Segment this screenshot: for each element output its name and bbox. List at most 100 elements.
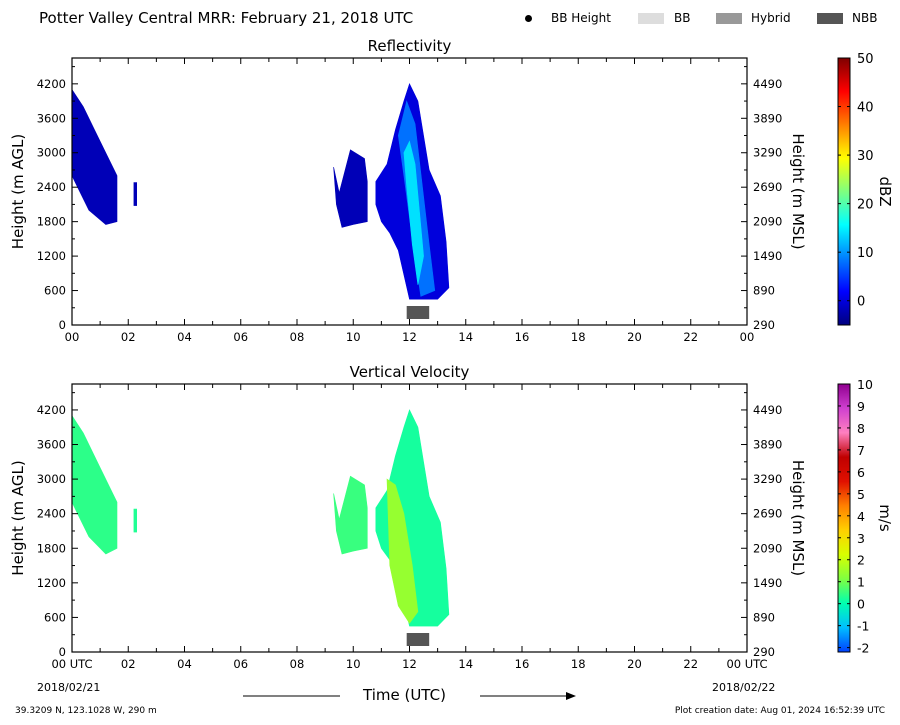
colorbar-tick-label: 2: [857, 553, 865, 568]
x-tick-label: 00: [65, 330, 80, 344]
x-tick-label: 22: [683, 330, 698, 344]
y-axis-label: Height (m AGL): [9, 460, 27, 575]
x-tick-label: 14: [458, 330, 473, 344]
x-tick-label: 02: [121, 657, 136, 671]
colorbar-tick-label: 10: [857, 246, 874, 261]
y-tick-label-right: 4490: [753, 403, 782, 417]
y-tick-label: 4200: [37, 77, 66, 91]
y-tick-label-right: 2090: [753, 541, 782, 555]
y-tick-label: 1800: [37, 541, 66, 555]
x-tick-label: 18: [571, 657, 586, 671]
x-tick-label: 12: [402, 657, 417, 671]
colorbar: [837, 383, 851, 653]
legend-bb-height-marker: [525, 15, 532, 22]
y-tick-label: 4200: [37, 403, 66, 417]
x-tick-label: 16: [515, 657, 530, 671]
legend-bb-height-label: BB Height: [551, 11, 611, 25]
y-tick-label-right: 2690: [753, 180, 782, 194]
y-tick-label-right: 3290: [753, 472, 782, 486]
colorbar-tick-label: 9: [857, 399, 865, 414]
x-tick-label: 10: [346, 330, 361, 344]
y-tick-label: 3600: [37, 438, 66, 452]
time-axis-label: Time (UTC): [363, 686, 446, 704]
legend-hybrid-label: Hybrid: [751, 11, 791, 25]
echo-region: [133, 182, 137, 206]
y-tick-label: 3000: [37, 472, 66, 486]
bright-band-nbb-marker: [406, 306, 430, 319]
y-axis-label-right: Height (m MSL): [789, 460, 807, 576]
x-tick-label: 22: [683, 657, 698, 671]
colorbar-tick-label: 8: [857, 421, 865, 436]
y-axis-label-right: Height (m MSL): [789, 133, 807, 249]
echo-region: [133, 508, 137, 533]
x-tick-label: 20: [627, 330, 642, 344]
colorbar-tick-label: 0: [857, 295, 865, 310]
y-tick-label: 2400: [37, 180, 66, 194]
y-tick-label-right: 4490: [753, 77, 782, 91]
y-tick-label-right: 2090: [753, 215, 782, 229]
page-title: Potter Valley Central MRR: February 21, …: [39, 9, 414, 27]
y-tick-label-right: 890: [753, 284, 775, 298]
y-tick-label: 1200: [37, 249, 66, 263]
colorbar-tick-label: 30: [857, 149, 874, 164]
y-tick-label: 600: [44, 284, 66, 298]
x-tick-label: 04: [177, 657, 192, 671]
echo-region: [333, 475, 368, 555]
x-tick-label: 08: [290, 657, 305, 671]
y-tick-label: 0: [59, 645, 66, 659]
y-tick-label-right: 290: [753, 645, 775, 659]
x-tick-label: 08: [290, 330, 305, 344]
y-tick-label: 3600: [37, 111, 66, 125]
y-tick-label-right: 290: [753, 318, 775, 332]
station-location: 39.3209 N, 123.1028 W, 290 m: [15, 706, 157, 716]
colorbar-tick-label: 1: [857, 575, 865, 590]
echo-region: [403, 140, 424, 285]
x-tick-label: 00 UTC: [51, 657, 92, 671]
bright-band-nbb-marker: [406, 633, 430, 646]
colorbar-label: dBZ: [876, 176, 894, 206]
x-tick-label: 00 UTC: [726, 657, 767, 671]
colorbar-tick-label: 0: [857, 597, 865, 612]
colorbar-tick-label: 3: [857, 531, 865, 546]
y-tick-label: 3000: [37, 146, 66, 160]
y-tick-label: 1800: [37, 215, 66, 229]
echo-region: [333, 149, 368, 228]
x-tick-label: 18: [571, 330, 586, 344]
legend-nbb-label: NBB: [852, 11, 878, 25]
colorbar-tick-label: 40: [857, 101, 874, 116]
legend-nbb-swatch: [817, 13, 843, 24]
x-tick-label: 06: [233, 657, 248, 671]
colorbar-tick-label: 5: [857, 487, 865, 502]
legend-bb-label: BB: [674, 11, 691, 25]
start-date-label: 2018/02/21: [37, 681, 101, 694]
y-tick-label-right: 3290: [753, 146, 782, 160]
colorbar-tick-label: 50: [857, 52, 874, 67]
legend-hybrid-swatch: [716, 13, 742, 24]
colorbar-tick-label: 10: [857, 377, 873, 392]
x-tick-label: 00: [740, 330, 755, 344]
y-tick-label: 2400: [37, 507, 66, 521]
y-tick-label-right: 2690: [753, 507, 782, 521]
y-tick-label-right: 890: [753, 610, 775, 624]
end-date-label: 2018/02/22: [712, 681, 776, 694]
x-tick-label: 16: [515, 330, 530, 344]
echo-region: [71, 88, 118, 225]
plot-creation-date: Plot creation date: Aug 01, 2024 16:52:3…: [674, 706, 885, 716]
legend-bb-swatch: [638, 13, 664, 24]
x-tick-label: 04: [177, 330, 192, 344]
y-tick-label-right: 1490: [753, 249, 782, 263]
x-tick-label: 02: [121, 330, 136, 344]
x-tick-label: 10: [346, 657, 361, 671]
y-tick-label-right: 3890: [753, 111, 782, 125]
time-axis-arrowhead: [566, 692, 576, 700]
panel-reflectivity: [71, 57, 851, 326]
x-tick-label: 20: [627, 657, 642, 671]
y-tick-label: 600: [44, 610, 66, 624]
colorbar-tick-label: 20: [857, 198, 874, 213]
panel-title: Reflectivity: [368, 37, 452, 55]
y-tick-label-right: 1490: [753, 576, 782, 590]
x-tick-label: 06: [233, 330, 248, 344]
colorbar-tick-label: 4: [857, 509, 865, 524]
colorbar-tick-label: 6: [857, 465, 865, 480]
